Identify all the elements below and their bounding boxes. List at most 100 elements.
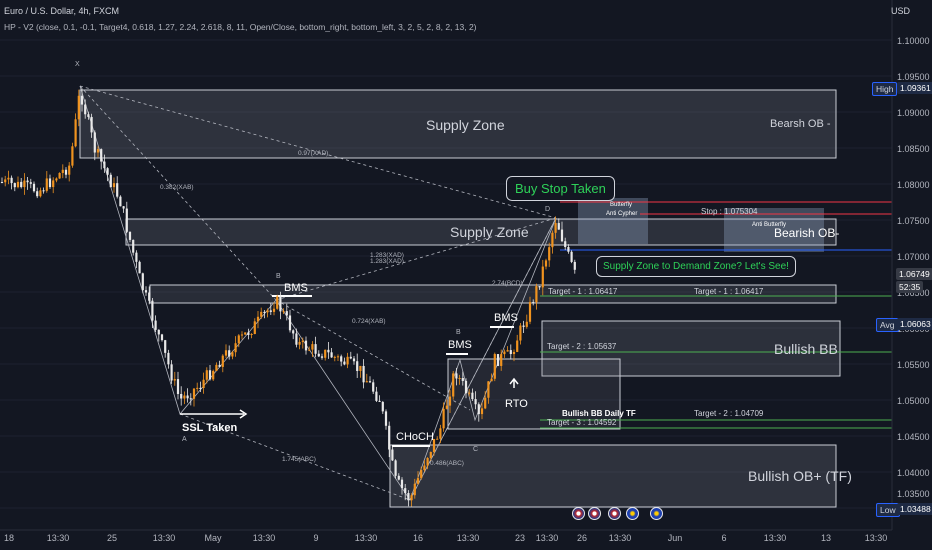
candle-body [423,465,426,471]
indicator-legend[interactable]: HP - V2 (close, 0.1, -0.1, Target4, 0.61… [4,22,477,32]
candle-body [112,183,116,188]
candle-body [125,208,128,232]
candle-body [564,241,567,248]
candle-body [0,182,4,183]
us-flag-icon[interactable] [572,507,585,520]
candle-body [560,229,564,242]
candle-body [509,350,512,355]
candle-body [55,178,58,181]
candle-body [292,330,295,334]
candle-body [45,178,48,191]
ratio-label: 0.382(XAB) [160,184,194,191]
candle-body [285,311,288,316]
ratio-label: 0.724(XAB) [352,318,386,325]
candle-body [250,334,253,336]
supply-zone-top-box[interactable] [79,89,837,159]
candle-body [340,356,343,362]
candle-body [256,316,260,322]
candle-body [269,310,272,312]
candle-body [39,190,42,197]
candle-body [442,408,445,429]
candle-body [96,149,100,153]
candle-body [109,174,112,188]
eu-flag-icon[interactable] [650,507,663,520]
anti-butterfly-box [724,208,824,252]
candle-body [119,196,122,207]
candle-body [567,247,570,252]
candle-body [68,165,71,175]
anti-butterfly-label: Anti Butterfly [752,222,787,228]
candle-body [240,334,244,336]
candle-body [151,300,154,321]
candle-body [461,377,464,381]
bms-label-1: BMS [284,282,308,294]
candle-body [468,392,471,394]
candle-body [432,438,436,452]
price-tick: 1.03500 [897,489,930,499]
supply-zone-mid-box[interactable] [125,218,837,246]
harmonic-pattern [79,85,557,501]
candle-body [324,349,327,358]
candle-body [176,379,180,394]
price-tick: 1.05500 [897,360,930,370]
candle-body [541,266,544,288]
ratio-label: 1.283(XAD) [370,252,404,259]
candle-body [496,354,500,366]
price-tick: 1.08000 [897,180,930,190]
candle-body [455,373,458,379]
candle-body [544,260,548,267]
candle-body [295,333,298,345]
bearish-ob-top-label: Bearsh OB - [770,118,831,130]
candle-body [93,132,96,153]
butterfly-box [578,198,648,244]
eu-flag-icon[interactable] [626,507,639,520]
candle-body [429,451,432,458]
bullish-bb-daily-label: Bullish BB Daily TF [562,409,636,418]
candle-body [196,387,199,389]
candle-body [532,302,535,304]
bullish-ob-tf-box[interactable] [389,444,837,508]
point-c-label: C [473,446,479,453]
candle-body [365,381,368,383]
bullish-bb-box[interactable] [541,320,841,377]
candle-body [122,206,125,209]
candle-body [407,493,410,501]
butterfly-label: Butterfly [610,202,633,208]
time-tick: 13:30 [46,533,70,543]
price-tick: 1.10000 [897,36,930,46]
time-tick: Jun [667,533,683,543]
candle-body [84,104,87,115]
candle-body [503,351,506,355]
us-flag-icon[interactable] [588,507,601,520]
candle-body [487,381,490,398]
candle-body [381,401,384,412]
candle-body [20,181,23,188]
target2-right-label: Target - 2 : 1.04709 [694,409,764,418]
candle-body [157,329,160,335]
candle-body [372,382,375,392]
target1-right-label: Target - 1 : 1.06417 [694,287,764,296]
candle-body [7,177,10,180]
us-flag-icon[interactable] [608,507,621,520]
candle-body [48,178,52,188]
candle-body [132,239,135,253]
candle-body [4,179,7,183]
time-tick: 13:30 [864,533,888,543]
candle-body [327,349,330,353]
candle-body [218,364,221,367]
time-tick: 13:30 [608,533,632,543]
candle-body [404,488,407,494]
candle-body [116,183,119,197]
candle-body [100,149,103,162]
candle-body [413,483,416,496]
candle-body [90,116,93,133]
candle-body [420,470,423,479]
candle-body [253,321,256,335]
candle-body [452,373,455,397]
chart-grid [0,39,892,509]
candle-body [400,479,404,489]
candle-body [106,168,109,175]
candle-body [26,180,29,183]
candle-body [308,349,311,351]
